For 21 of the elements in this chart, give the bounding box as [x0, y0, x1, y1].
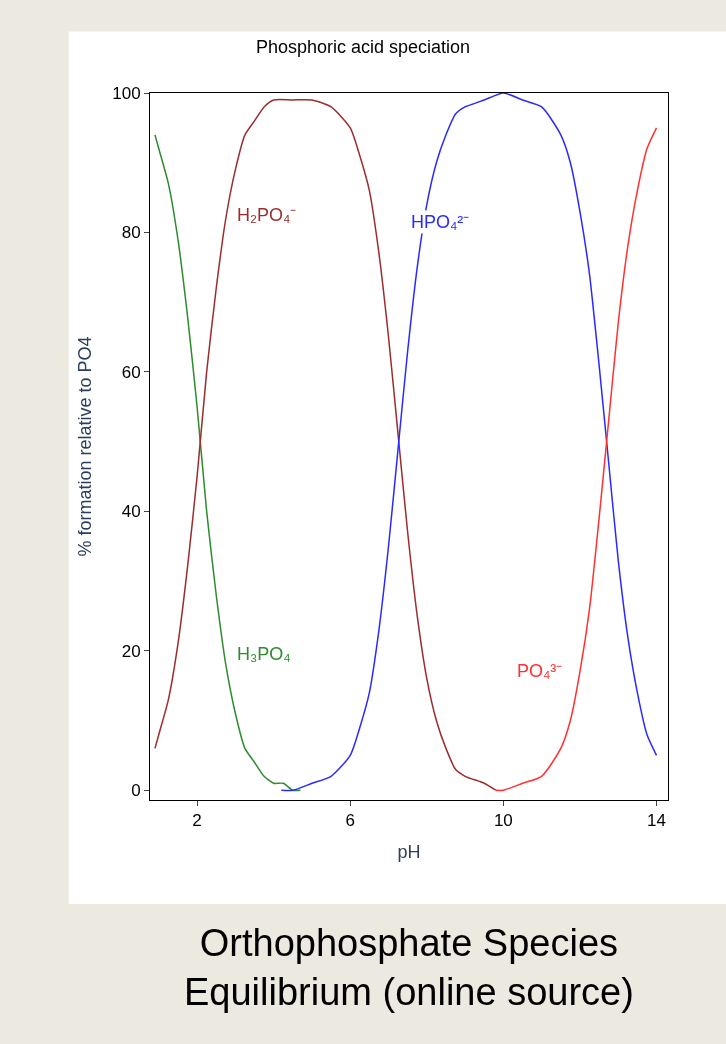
- series-label: HPO₄²⁻: [411, 212, 470, 232]
- line-series: [154, 98, 497, 791]
- y-axis-title: % formation relative to PO4: [75, 336, 96, 557]
- y-tick-label: 80: [121, 223, 141, 243]
- series-label: H₂PO₄⁻: [237, 205, 297, 225]
- y-tick-label: 20: [121, 641, 141, 661]
- line-series: [494, 127, 658, 792]
- text: Orthophosphate Species Equilibrium (online source): [184, 922, 634, 1014]
- y-tick-label: 40: [121, 502, 141, 522]
- chart-title: Phosphoric acid speciation: [255, 37, 471, 58]
- series-label: H₃PO₄: [237, 644, 291, 664]
- y-tick-label: 100: [112, 83, 141, 103]
- line-series: [154, 134, 302, 792]
- x-tick-label: 14: [647, 811, 666, 831]
- x-tick-label: 10: [493, 811, 513, 831]
- x-tick-label: 6: [345, 811, 355, 831]
- y-tick-label: 0: [131, 781, 141, 801]
- y-tick-label: 60: [121, 362, 141, 382]
- x-tick-label: 2: [192, 811, 202, 831]
- series-label: PO₄³⁻: [517, 661, 563, 681]
- x-axis-title: pH: [397, 841, 421, 862]
